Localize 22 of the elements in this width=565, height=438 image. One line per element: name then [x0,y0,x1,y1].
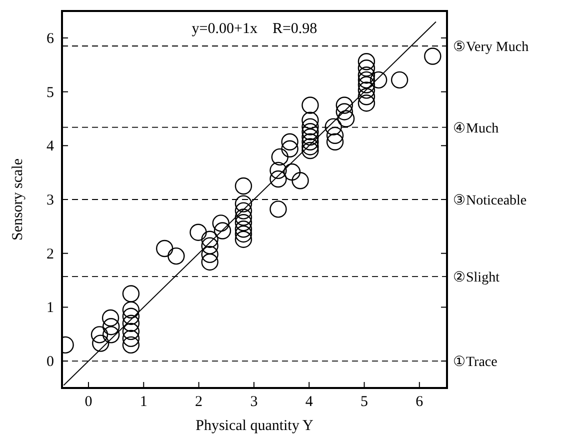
x-tick-label: 0 [84,394,92,410]
ref-line-label: ①Trace [453,355,498,370]
x-tick-label: 2 [195,394,203,410]
y-tick-label: 6 [46,30,54,47]
y-tick-label: 0 [46,354,54,370]
y-tick-label: 5 [46,84,54,101]
y-tick-label: 4 [46,138,54,155]
x-tick-label: 3 [250,394,258,410]
ref-line-label: ④Much [453,121,499,136]
ref-line-label: ②Slight [453,270,500,286]
x-tick-label: 6 [416,394,424,410]
y-axis-title: Sensory scale [10,158,26,241]
annotation: y=0.00+1x R=0.98 [192,21,318,37]
ref-line-label: ⑤Very Much [453,40,529,56]
x-tick-label: 4 [305,394,314,410]
x-axis-title: Physical quantity Y [196,418,314,434]
x-tick-label: 5 [360,394,368,410]
y-tick-label: 2 [46,246,54,262]
y-tick-label: 3 [46,192,54,208]
x-tick-label: 1 [140,394,148,410]
ref-line-label: ③Noticeable [453,194,527,208]
y-tick-label: 1 [46,300,54,316]
